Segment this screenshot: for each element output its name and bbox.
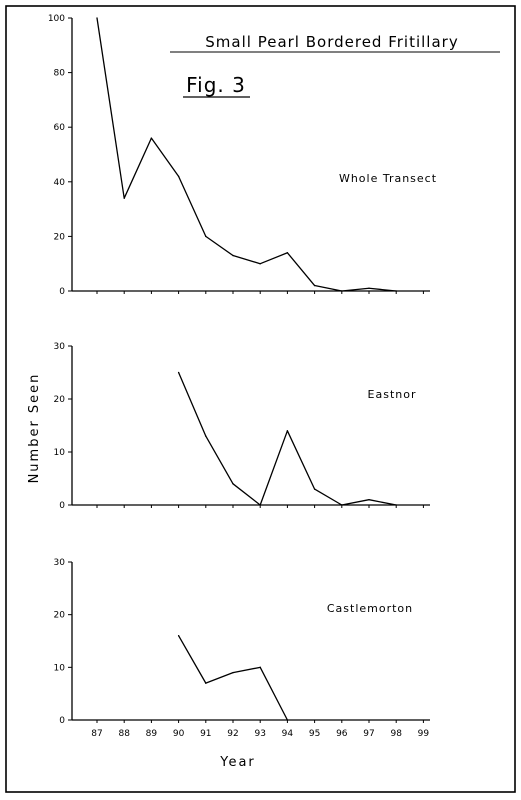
figure-label: Fig. 3 bbox=[186, 73, 246, 97]
series-segment bbox=[177, 175, 207, 238]
series-segment bbox=[259, 430, 289, 506]
chart-panel-1: 0 20 40 60 80 100 Whole Transect bbox=[48, 14, 437, 297]
data-point bbox=[205, 435, 207, 437]
series-segment bbox=[286, 430, 316, 490]
y-tick-label: 10 bbox=[54, 663, 66, 673]
series-segment bbox=[368, 287, 397, 292]
data-point bbox=[341, 290, 343, 292]
series-segment bbox=[232, 254, 261, 265]
series-segment bbox=[259, 252, 289, 265]
x-tick-label: 99 bbox=[418, 729, 430, 739]
data-point bbox=[232, 672, 234, 674]
x-tick-label: 97 bbox=[363, 729, 374, 739]
data-point bbox=[178, 175, 180, 177]
y-tick-label: 100 bbox=[48, 14, 65, 24]
series-segment bbox=[259, 666, 289, 721]
x-tick-label: 91 bbox=[200, 729, 211, 739]
x-tick-label: 96 bbox=[336, 729, 348, 739]
chart-title: Small Pearl Bordered Fritillary bbox=[205, 33, 458, 51]
series-segment bbox=[313, 284, 343, 292]
data-point bbox=[259, 504, 261, 506]
series-segment bbox=[96, 17, 125, 199]
y-tick-label: 80 bbox=[54, 69, 66, 79]
series-segment bbox=[341, 287, 370, 292]
data-point bbox=[368, 287, 370, 289]
panel-label: Eastnor bbox=[368, 388, 417, 401]
x-tick-label: 98 bbox=[390, 729, 402, 739]
data-point bbox=[205, 235, 207, 237]
chart-panel-3: 0 10 20 30 87 88 89 90 91 92 93 94 95 96 97 98 99 Castlem… bbox=[54, 558, 430, 739]
data-point bbox=[286, 719, 288, 721]
y-tick-label: 0 bbox=[59, 501, 65, 511]
data-point bbox=[232, 254, 234, 257]
panel-label: Whole Transect bbox=[339, 172, 437, 185]
y-tick-label: 0 bbox=[59, 716, 65, 726]
y-tick-label: 60 bbox=[54, 123, 66, 133]
series-segment bbox=[205, 671, 234, 684]
x-tick-label: 87 bbox=[91, 729, 102, 739]
series-segment bbox=[232, 666, 261, 674]
x-tick-label: 92 bbox=[227, 729, 238, 739]
data-point bbox=[395, 504, 397, 506]
y-tick-label: 10 bbox=[54, 448, 66, 458]
data-point bbox=[232, 483, 234, 485]
x-tick-label: 93 bbox=[254, 729, 265, 739]
y-tick-label: 20 bbox=[54, 611, 66, 621]
series-segment bbox=[368, 499, 397, 506]
chart-panel-2: 0 10 20 30 Eastnor bbox=[54, 342, 430, 511]
data-point bbox=[123, 197, 125, 199]
series-segment bbox=[150, 137, 180, 177]
series-segment bbox=[286, 252, 316, 287]
data-point bbox=[286, 252, 288, 254]
data-point bbox=[368, 499, 370, 501]
data-point bbox=[341, 504, 343, 506]
y-axis-title: Number Seen bbox=[27, 373, 42, 484]
x-tick-label: 89 bbox=[146, 729, 158, 739]
data-point bbox=[395, 290, 397, 292]
series-segment bbox=[341, 499, 370, 506]
series-segment bbox=[177, 371, 207, 437]
series-segment bbox=[177, 635, 207, 684]
x-axis-title: Year bbox=[219, 755, 256, 770]
series-segment bbox=[232, 483, 261, 506]
x-tick-label: 88 bbox=[118, 729, 130, 739]
series-segment bbox=[205, 435, 234, 485]
y-tick-label: 20 bbox=[54, 395, 66, 405]
x-tick-label: 95 bbox=[309, 729, 320, 739]
y-tick-label: 20 bbox=[54, 232, 66, 242]
y-tick-label: 0 bbox=[59, 287, 65, 297]
series-segment bbox=[123, 137, 153, 199]
data-point bbox=[178, 371, 180, 374]
series-segment bbox=[313, 488, 343, 506]
data-point bbox=[259, 666, 261, 668]
data-point bbox=[205, 682, 207, 684]
data-point bbox=[259, 263, 261, 265]
data-point bbox=[314, 488, 316, 490]
y-tick-label: 40 bbox=[54, 178, 66, 188]
data-point bbox=[96, 17, 98, 19]
outer-border bbox=[5, 5, 516, 793]
y-tick-label: 30 bbox=[54, 558, 66, 568]
data-point bbox=[150, 137, 152, 139]
data-point bbox=[178, 635, 180, 637]
data-point bbox=[314, 284, 316, 287]
data-point bbox=[286, 430, 288, 432]
series-segment bbox=[205, 235, 234, 257]
x-tick-label: 94 bbox=[282, 729, 294, 739]
y-tick-label: 30 bbox=[54, 342, 66, 352]
panel-label: Castlemorton bbox=[327, 602, 413, 615]
x-tick-label: 90 bbox=[173, 729, 185, 739]
